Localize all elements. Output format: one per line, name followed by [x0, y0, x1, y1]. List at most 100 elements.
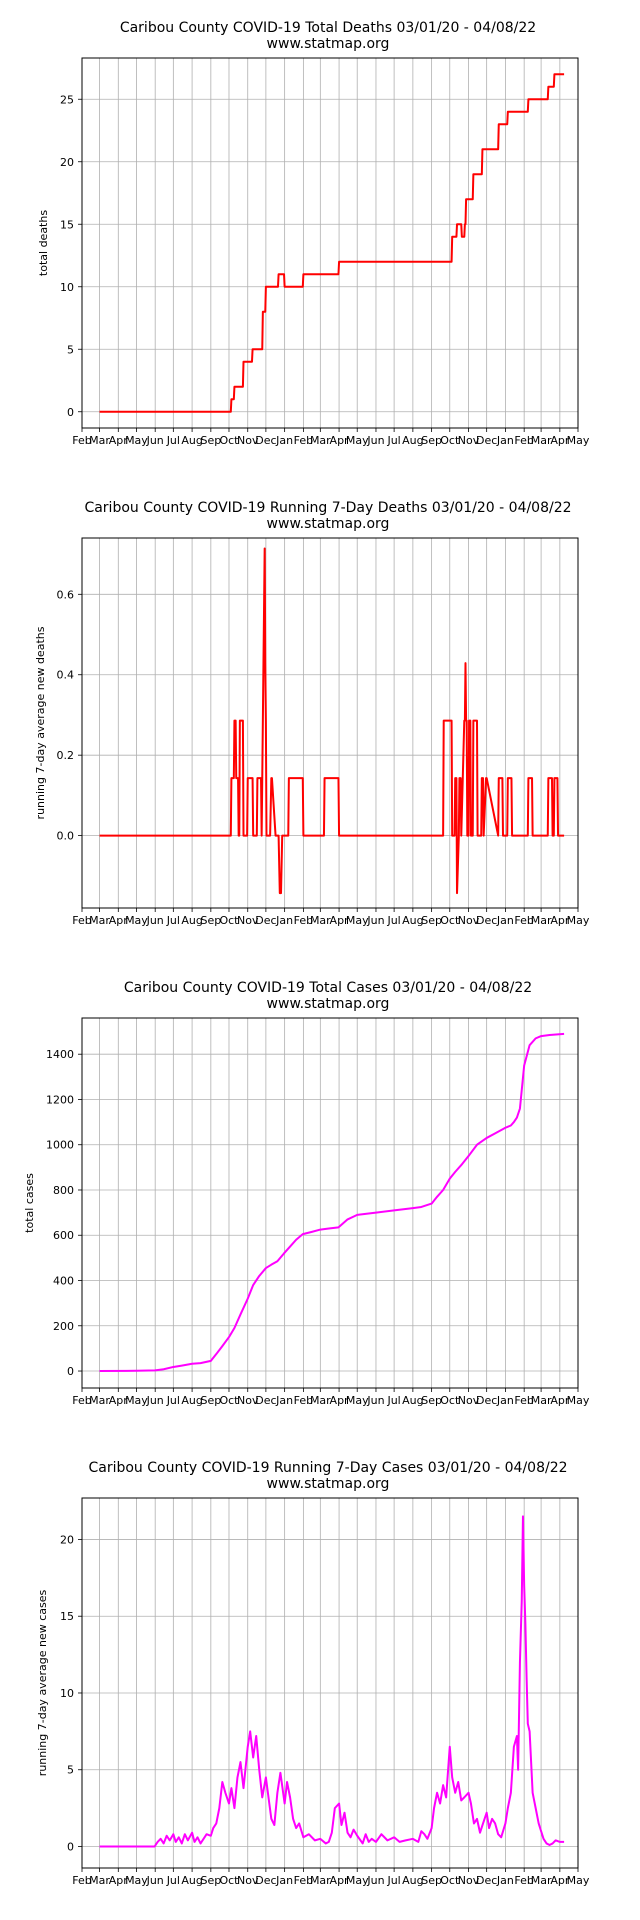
chart-title: Caribou County COVID-19 Running 7-Day Ca…	[88, 1460, 567, 1476]
axes-frame	[81, 1497, 579, 1869]
x-tick-label: May	[346, 914, 369, 927]
x-tick-label: Oct	[219, 914, 239, 927]
x-tick-label: Apr	[550, 1874, 570, 1887]
x-tick-label: Feb	[72, 1394, 91, 1407]
x-tick-label: Jun	[146, 914, 164, 927]
x-tick-label: Dec	[476, 1394, 497, 1407]
y-tick-label: 200	[53, 1320, 74, 1333]
x-tick-label: Sep	[200, 914, 221, 927]
x-tick-label: Apr	[109, 1394, 129, 1407]
x-tick-label: Feb	[294, 914, 313, 927]
x-tick-label: Oct	[219, 1394, 239, 1407]
x-tick-label: Sep	[200, 434, 221, 447]
x-tick-label: Feb	[294, 1394, 313, 1407]
chart-subtitle: www.statmap.org	[267, 1476, 390, 1492]
x-tick-label: Oct	[440, 1394, 460, 1407]
x-tick-label: Nov	[458, 1874, 480, 1887]
x-tick-label: Mar	[89, 914, 110, 927]
y-tick-label: 0.6	[57, 588, 75, 601]
x-tick-label: May	[346, 1394, 369, 1407]
x-tick-label: Jun	[366, 434, 384, 447]
x-tick-label: Aug	[402, 914, 423, 927]
x-tick-label: Feb	[514, 1394, 533, 1407]
x-tick-label: May	[125, 914, 148, 927]
x-tick-label: Jan	[496, 1394, 514, 1407]
x-tick-label: Jul	[166, 1394, 180, 1407]
y-tick-label: 25	[60, 93, 74, 106]
x-tick-label: Apr	[330, 434, 350, 447]
y-tick-label: 1200	[46, 1093, 74, 1106]
y-tick-label: 400	[53, 1275, 74, 1288]
y-tick-label: 15	[60, 1610, 74, 1623]
x-tick-label: Feb	[72, 1874, 91, 1887]
x-tick-label: Dec	[255, 1394, 276, 1407]
series-line	[99, 547, 565, 895]
x-tick-label: Oct	[440, 434, 460, 447]
total-deaths-chart: Caribou County COVID-19 Total Deaths 03/…	[37, 20, 590, 447]
x-tick-label: Mar	[531, 1874, 552, 1887]
axes-frame	[81, 537, 579, 909]
x-tick-label: Feb	[514, 1874, 533, 1887]
chart-subtitle: www.statmap.org	[267, 516, 390, 532]
axes-frame	[81, 1017, 579, 1389]
y-tick-label: 800	[53, 1184, 74, 1197]
x-tick-label: Jun	[146, 434, 164, 447]
x-tick-label: Jul	[166, 434, 180, 447]
y-tick-label: 0	[67, 406, 74, 419]
x-tick-label: Mar	[310, 434, 331, 447]
chart-subtitle: www.statmap.org	[267, 36, 390, 52]
x-tick-label: May	[125, 1874, 148, 1887]
x-tick-label: May	[567, 434, 590, 447]
x-tick-label: Oct	[219, 434, 239, 447]
x-tick-label: Feb	[72, 914, 91, 927]
x-tick-label: Oct	[440, 1874, 460, 1887]
x-tick-label: Jan	[496, 1874, 514, 1887]
y-tick-label: 20	[60, 156, 74, 169]
x-tick-label: May	[346, 1874, 369, 1887]
y-tick-label: 1000	[46, 1139, 74, 1152]
x-tick-label: May	[125, 1394, 148, 1407]
x-tick-label: Mar	[531, 1394, 552, 1407]
x-tick-label: Feb	[294, 1874, 313, 1887]
x-tick-label: Nov	[458, 434, 480, 447]
x-tick-label: Sep	[421, 434, 442, 447]
x-tick-label: May	[567, 1394, 590, 1407]
x-tick-label: Dec	[476, 434, 497, 447]
x-tick-label: Apr	[109, 914, 129, 927]
y-tick-label: 0.4	[57, 669, 75, 682]
x-tick-label: Dec	[255, 1874, 276, 1887]
running-7-day-cases-chart: Caribou County COVID-19 Running 7-Day Ca…	[36, 1460, 590, 1887]
x-tick-label: Jun	[366, 914, 384, 927]
x-tick-label: Jul	[386, 434, 400, 447]
x-tick-label: Nov	[237, 434, 259, 447]
x-tick-label: Apr	[109, 434, 129, 447]
x-tick-label: Jan	[275, 914, 293, 927]
y-axis-label: total cases	[23, 1173, 36, 1233]
x-tick-label: Jan	[275, 434, 293, 447]
x-tick-label: Jan	[275, 1874, 293, 1887]
x-tick-label: Dec	[255, 914, 276, 927]
x-tick-label: Feb	[514, 914, 533, 927]
y-tick-label: 0.2	[57, 749, 75, 762]
chart-subtitle: www.statmap.org	[267, 996, 390, 1012]
x-tick-label: Jun	[366, 1394, 384, 1407]
x-tick-label: Mar	[89, 1394, 110, 1407]
x-tick-label: Feb	[514, 434, 533, 447]
x-tick-label: Jul	[386, 1874, 400, 1887]
y-tick-label: 0	[67, 1841, 74, 1854]
y-tick-label: 20	[60, 1533, 74, 1546]
x-tick-label: Aug	[402, 1394, 423, 1407]
x-tick-label: Apr	[330, 1394, 350, 1407]
y-tick-label: 10	[60, 281, 74, 294]
y-tick-label: 5	[67, 343, 74, 356]
x-tick-label: Jul	[386, 914, 400, 927]
series-line	[99, 1515, 565, 1848]
x-tick-label: Jul	[386, 1394, 400, 1407]
running-7-day-deaths-chart: Caribou County COVID-19 Running 7-Day De…	[34, 500, 590, 927]
x-tick-label: Dec	[476, 1874, 497, 1887]
x-tick-label: May	[125, 434, 148, 447]
x-tick-label: Apr	[109, 1874, 129, 1887]
